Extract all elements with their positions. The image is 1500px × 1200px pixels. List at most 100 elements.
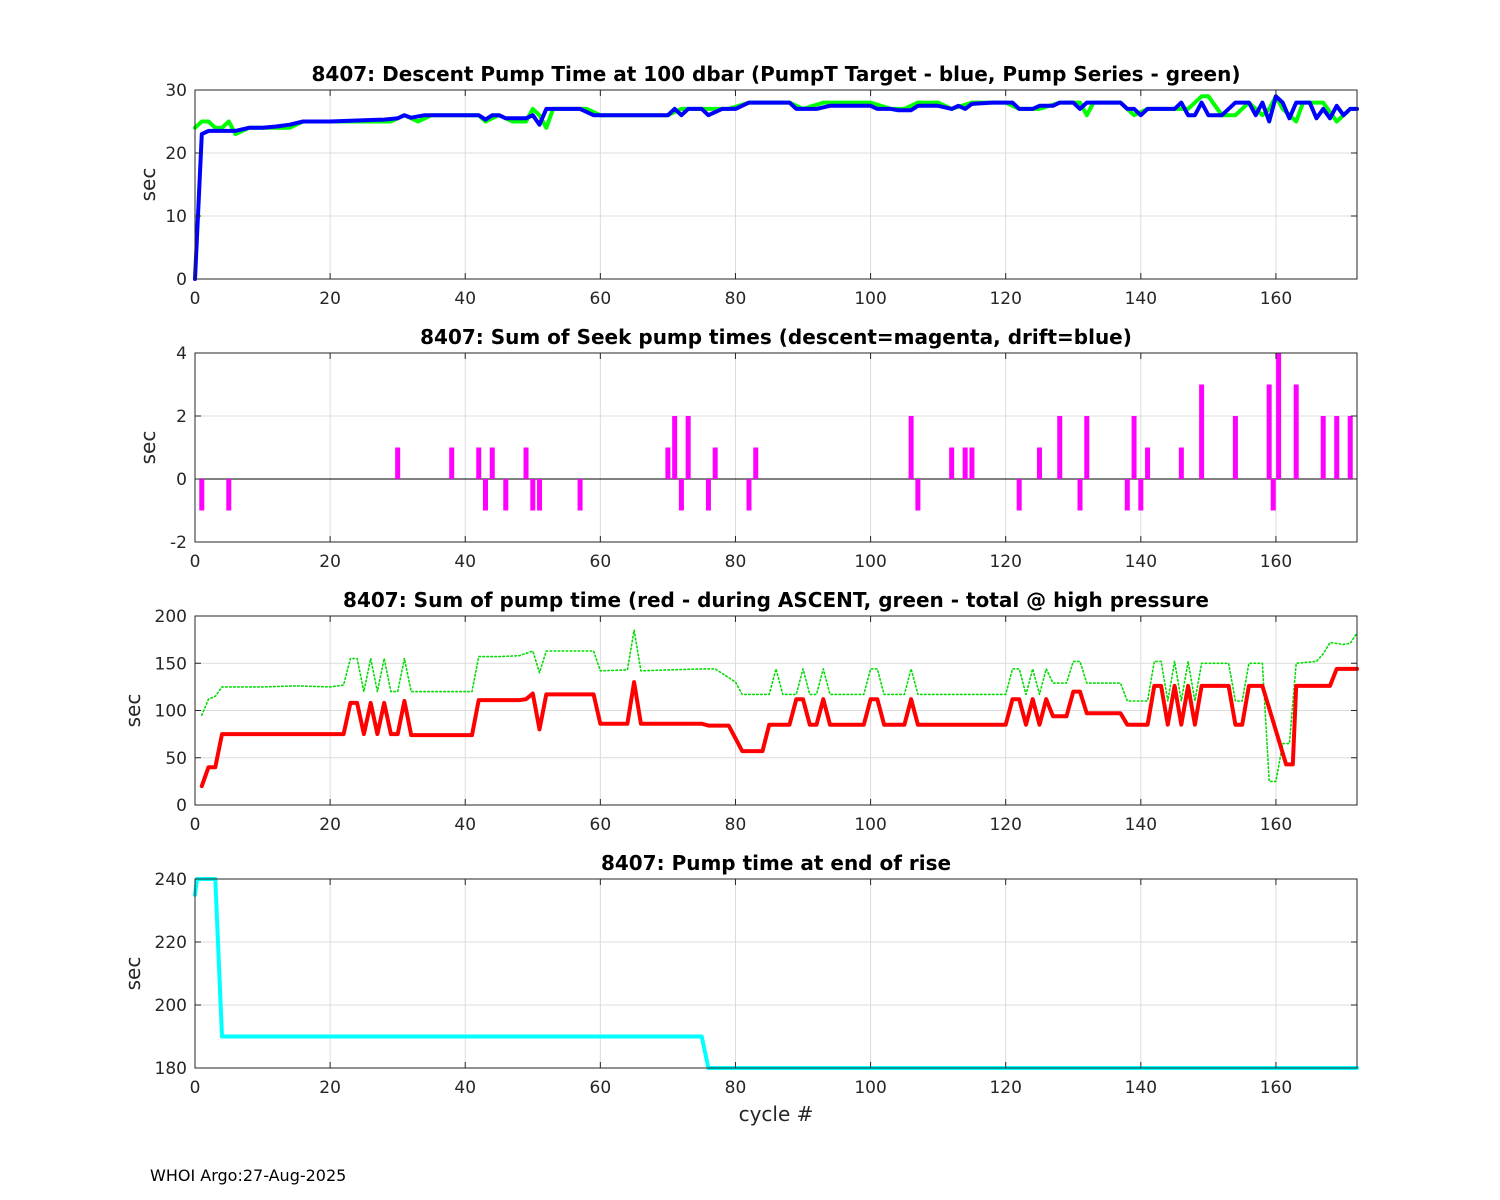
chart-title: 8407: Sum of pump time (red - during ASC…: [343, 588, 1209, 612]
x-tick-label: 40: [454, 552, 476, 572]
bar: [753, 447, 759, 479]
y-tick-label: 0: [176, 470, 187, 490]
x-tick-label: 120: [989, 1078, 1021, 1098]
bar: [530, 479, 536, 511]
y-tick-label: 4: [176, 344, 187, 364]
x-tick-label: 120: [989, 552, 1021, 572]
y-tick-label: 2: [176, 407, 187, 427]
bar: [962, 447, 968, 479]
x-tick-label: 140: [1125, 1078, 1157, 1098]
bar: [1077, 479, 1083, 511]
series-line-1: [193, 94, 1359, 281]
y-tick-label: 200: [155, 607, 187, 627]
x-tick-label: 0: [190, 815, 201, 835]
bar: [503, 479, 509, 511]
axes-sum-pump-time: 0 20 40 60 80 100 120 140 160 0 50 100 150 200 8407: S…: [121, 588, 1359, 835]
bar: [908, 416, 914, 479]
bar: [1138, 479, 1144, 511]
x-tick-label: 80: [725, 815, 747, 835]
x-tick-label: 60: [590, 1078, 612, 1098]
x-tick-label: 0: [190, 289, 201, 309]
bar: [1320, 416, 1326, 479]
y-tick-label: 240: [155, 870, 187, 890]
plot-area: [195, 879, 1357, 1068]
bar: [712, 447, 718, 479]
y-tick-label: 180: [155, 1059, 187, 1079]
bar: [672, 416, 678, 479]
x-tick-label: 160: [1260, 1078, 1292, 1098]
bar: [1016, 479, 1022, 511]
axes-frame: [194, 352, 1358, 543]
bar: [685, 416, 691, 479]
axes-frame: [194, 878, 1358, 1069]
x-tick-label: 100: [854, 289, 886, 309]
bar: [1084, 416, 1090, 479]
bar: [523, 447, 529, 479]
bar: [1276, 353, 1282, 479]
chart-title: 8407: Sum of Seek pump times (descent=ma…: [420, 325, 1132, 349]
bar: [969, 447, 975, 479]
x-tick-label: 120: [989, 815, 1021, 835]
axes-pump-time-end-of-rise: 0 20 40 60 80 100 120 140 160 180 200 220 240 8407: P…: [121, 851, 1359, 1126]
x-tick-label: 0: [190, 1078, 201, 1098]
x-tick-label: 20: [319, 1078, 341, 1098]
x-tick-label: 80: [725, 289, 747, 309]
x-tick-label: 20: [319, 815, 341, 835]
bar: [949, 447, 955, 479]
y-tick-label: 10: [165, 207, 187, 227]
x-tick-label: 120: [989, 289, 1021, 309]
x-tick-label: 0: [190, 552, 201, 572]
y-tick-label: 30: [165, 81, 187, 101]
bar: [665, 447, 671, 479]
footer-text: WHOI Argo:27-Aug-2025: [150, 1166, 347, 1185]
bar: [476, 447, 482, 479]
x-tick-label: 160: [1260, 552, 1292, 572]
bar: [577, 479, 583, 511]
bar: [1232, 416, 1238, 479]
bar: [1145, 447, 1151, 479]
bar: [395, 447, 401, 479]
bar: [537, 479, 543, 511]
chart-title: 8407: Descent Pump Time at 100 dbar (Pum…: [312, 62, 1241, 86]
bar: [678, 479, 684, 511]
x-tick-label: 160: [1260, 815, 1292, 835]
axes-descent-pump-time: 0 20 40 60 80 100 120 140 160 0 10 20 30 8407: Descen…: [136, 62, 1359, 309]
bar: [1036, 447, 1042, 479]
bar: [226, 479, 232, 511]
x-tick-label: 140: [1125, 815, 1157, 835]
bar: [1266, 384, 1272, 479]
bar: [199, 479, 205, 511]
x-tick-label: 60: [590, 815, 612, 835]
x-tick-label: 60: [590, 552, 612, 572]
bar: [1347, 416, 1353, 479]
y-tick-label: 0: [176, 796, 187, 816]
bar: [1199, 384, 1205, 479]
y-tick-label: 20: [165, 144, 187, 164]
x-tick-label: 140: [1125, 552, 1157, 572]
bar: [1131, 416, 1137, 479]
bar: [1293, 384, 1299, 479]
bar: [1334, 416, 1340, 479]
x-tick-label: 60: [590, 289, 612, 309]
series-line-1: [199, 666, 1359, 789]
x-tick-label: 40: [454, 815, 476, 835]
x-tick-label: 80: [725, 1078, 747, 1098]
bar: [705, 479, 711, 511]
y-axis-label: sec: [136, 431, 160, 465]
y-tick-label: 100: [155, 702, 187, 722]
y-tick-label: 0: [176, 270, 187, 290]
x-tick-label: 160: [1260, 289, 1292, 309]
bar: [1057, 416, 1063, 479]
x-axis-label: cycle #: [739, 1102, 814, 1126]
y-axis-label: sec: [121, 694, 145, 728]
bar: [746, 479, 752, 511]
y-tick-label: 220: [155, 933, 187, 953]
x-tick-label: 80: [725, 552, 747, 572]
x-tick-label: 140: [1125, 289, 1157, 309]
bar: [915, 479, 921, 511]
bar: [449, 447, 455, 479]
x-tick-label: 40: [454, 289, 476, 309]
bar: [1270, 479, 1276, 511]
